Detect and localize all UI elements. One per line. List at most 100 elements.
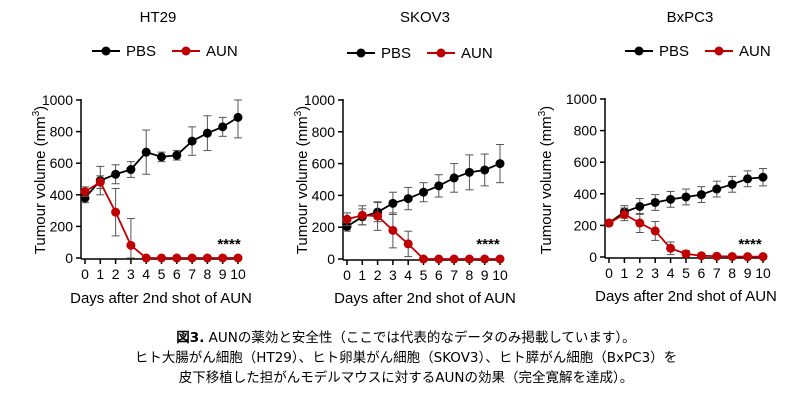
x-tick-label: 5 <box>682 265 690 281</box>
x-tick-label: 0 <box>605 265 613 281</box>
significance-stars: **** <box>738 236 762 253</box>
y-axis-label: Tumour volume (mm3) <box>537 106 555 254</box>
data-point-aun <box>681 249 691 259</box>
x-tick-label: 1 <box>621 265 629 281</box>
x-tick-label: 2 <box>374 267 382 283</box>
data-point-pbs <box>141 147 151 157</box>
caption-line-1: 図3. AUNの薬効と安全性（ここでは代表的なデータのみ掲載しています）。 <box>0 328 812 348</box>
data-point-pbs <box>758 172 768 182</box>
x-tick-label: 2 <box>112 266 120 282</box>
data-point-aun <box>342 214 352 224</box>
y-axis-label-end: ) <box>32 106 49 111</box>
x-tick-label: 10 <box>230 266 246 282</box>
legend-marker-pbs <box>356 48 366 58</box>
data-point-pbs <box>80 193 90 203</box>
data-point-pbs <box>727 179 737 189</box>
y-axis-label-sup: 3 <box>293 110 304 116</box>
x-tick-label: 4 <box>667 265 675 281</box>
data-point-aun <box>172 253 182 263</box>
data-point-aun <box>758 252 768 262</box>
y-tick-label: 0 <box>589 249 597 265</box>
data-point-pbs <box>187 136 197 146</box>
data-point-pbs <box>743 174 753 184</box>
y-axis-label-main: Tumour volume (mm <box>294 116 311 254</box>
data-point-aun <box>419 254 428 264</box>
data-point-pbs <box>650 197 660 207</box>
data-point-aun <box>80 187 90 197</box>
y-tick-label: 400 <box>312 187 336 203</box>
data-point-pbs <box>218 122 228 132</box>
data-point-pbs <box>202 128 212 138</box>
x-axis-label: Days after 2nd shot of AUN <box>70 290 252 307</box>
y-tick-label: 200 <box>574 217 598 233</box>
y-tick-label: 0 <box>65 250 73 266</box>
data-point-aun <box>743 252 753 262</box>
series-pbs <box>342 144 505 232</box>
x-tick-label: 7 <box>713 265 721 281</box>
data-point-pbs <box>635 201 645 211</box>
series-aun <box>604 207 768 262</box>
x-tick-label: 2 <box>636 265 644 281</box>
y-tick-label: 0 <box>327 251 335 267</box>
caption-line-2: ヒト大腸がん細胞（HT29）、ヒト卵巣がん細胞（SKOV3）、ヒト膵がん細胞（B… <box>134 350 678 366</box>
x-tick-label: 4 <box>142 266 150 282</box>
y-tick-label: 400 <box>574 186 598 202</box>
legend-marker-pbs <box>101 46 111 56</box>
x-tick-label: 6 <box>435 267 443 283</box>
x-tick-label: 9 <box>481 267 489 283</box>
data-point-pbs <box>495 159 505 169</box>
caption-line-1-text: AUNの薬効と安全性（ここでは代表的なデータのみ掲載しています）。 <box>204 330 636 346</box>
legend: PBS AUN <box>625 43 771 60</box>
data-point-pbs <box>480 165 490 175</box>
y-axis-label-sup: 3 <box>31 110 42 116</box>
data-point-aun <box>434 254 444 264</box>
legend: PBS AUN <box>347 45 493 62</box>
x-tick-label: 8 <box>204 266 212 282</box>
x-tick-label: 8 <box>466 267 474 283</box>
y-tick-label: 1000 <box>42 92 73 108</box>
data-point-pbs <box>419 187 428 197</box>
data-point-aun <box>373 211 383 221</box>
data-point-pbs <box>434 181 444 191</box>
data-point-aun <box>202 253 212 263</box>
y-axis-label-sup: 3 <box>537 110 548 116</box>
chart-title: BxPC3 <box>667 9 714 26</box>
x-tick-label: 0 <box>343 267 351 283</box>
data-point-pbs <box>111 169 121 179</box>
caption-figure-label: 図3. <box>176 330 205 346</box>
series-pbs <box>80 99 243 204</box>
legend-label-aun: AUN <box>461 45 493 62</box>
legend-label-pbs: PBS <box>659 43 689 60</box>
data-point-pbs <box>388 198 398 208</box>
x-tick-label: 4 <box>404 267 412 283</box>
significance-stars: **** <box>476 236 500 253</box>
data-point-aun <box>696 251 706 261</box>
data-point-pbs <box>126 165 136 175</box>
data-point-aun <box>233 253 243 263</box>
data-point-aun <box>712 251 722 261</box>
x-tick-label: 0 <box>81 266 89 282</box>
data-point-aun <box>635 218 645 228</box>
y-tick-label: 800 <box>50 124 74 140</box>
data-point-pbs <box>666 194 676 204</box>
data-point-aun <box>403 239 413 249</box>
x-tick-label: 6 <box>698 265 706 281</box>
data-point-aun <box>357 210 367 220</box>
data-point-aun <box>727 252 737 262</box>
figure-caption: 図3. AUNの薬効と安全性（ここでは代表的なデータのみ掲載しています）。 ヒト… <box>0 328 812 388</box>
y-tick-label: 1000 <box>566 91 597 107</box>
x-tick-label: 10 <box>755 265 771 281</box>
data-point-pbs <box>342 221 352 231</box>
data-point-pbs <box>403 194 413 204</box>
legend-label-aun: AUN <box>206 43 238 60</box>
x-tick-label: 3 <box>651 265 659 281</box>
y-tick-label: 200 <box>50 218 74 234</box>
data-point-pbs <box>449 173 459 183</box>
x-tick-label: 6 <box>173 266 181 282</box>
x-axis-label: Days after 2nd shot of AUN <box>334 290 516 307</box>
x-tick-label: 5 <box>158 266 166 282</box>
x-tick-label: 10 <box>492 267 508 283</box>
